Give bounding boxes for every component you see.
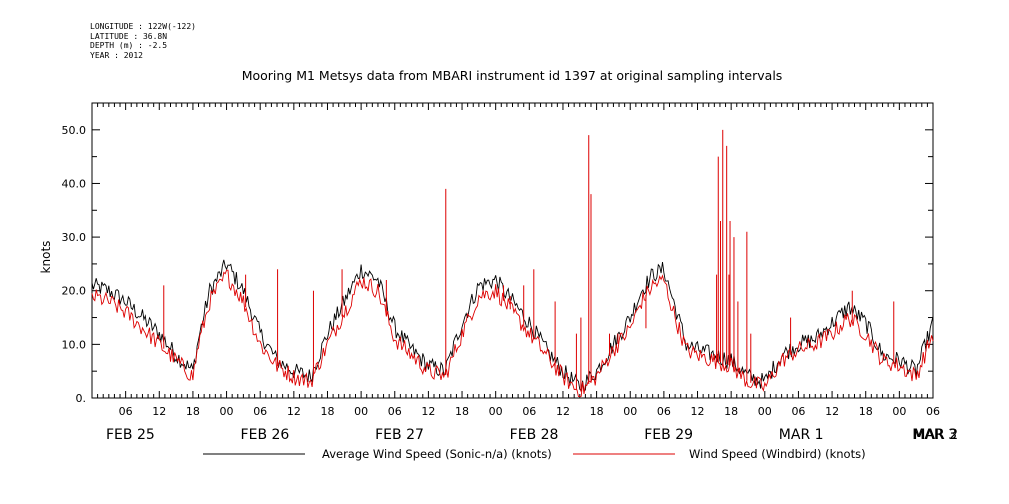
x-tick-label: 06 — [388, 405, 402, 418]
y-tick-label: 50.0 — [62, 124, 87, 137]
plot-area: 0. 10.0 20.0 30.0 40.0 50.0 06 12 18 00 06 12 18 00 06… — [62, 102, 958, 443]
x-day-label: FEB 29 — [644, 427, 693, 443]
series-line-windbird — [91, 269, 934, 397]
meta-depth: DEPTH (m) : -2.5 — [90, 41, 168, 50]
x-tick-label: 06 — [791, 405, 805, 418]
legend-label-average: Average Wind Speed (Sonic-n/a) (knots) — [322, 447, 552, 461]
x-tick-label: 12 — [556, 405, 570, 418]
y-tick-label: 30.0 — [62, 231, 87, 244]
x-day-label: FEB 26 — [241, 427, 290, 443]
x-tick-label: 06 — [253, 405, 267, 418]
y-tick-label: 0. — [76, 392, 87, 405]
x-day-label: FEB 25 — [106, 427, 155, 443]
x-tick-label: 06 — [522, 405, 536, 418]
x-tick-label: 06 — [119, 405, 133, 418]
x-tick-label: 18 — [859, 405, 873, 418]
y-tick-label: 40.0 — [62, 177, 87, 190]
y-axis-label: knots — [39, 241, 53, 274]
series-line-average — [91, 259, 934, 392]
x-tick-label: 12 — [421, 405, 435, 418]
x-day-label: MAR 3 — [912, 427, 957, 443]
x-day-label: FEB 27 — [375, 427, 424, 443]
x-tick-label: 18 — [590, 405, 604, 418]
x-tick-label: 00 — [489, 405, 503, 418]
x-tick-label: 00 — [758, 405, 772, 418]
y-tick-label: 20.0 — [62, 285, 87, 298]
x-tick-label: 12 — [691, 405, 705, 418]
x-tick-label: 00 — [354, 405, 368, 418]
x-tick-label: 18 — [320, 405, 334, 418]
x-day-label: FEB 28 — [510, 427, 559, 443]
x-tick-label: 00 — [220, 405, 234, 418]
meta-year: YEAR : 2012 — [90, 50, 143, 60]
legend: Average Wind Speed (Sonic-n/a) (knots) W… — [203, 447, 866, 461]
x-day-label: MAR 1 — [779, 427, 824, 443]
x-tick-label: 18 — [455, 405, 469, 418]
x-tick-label: 18 — [186, 405, 200, 418]
x-tick-label: 12 — [825, 405, 839, 418]
plot-frame — [91, 102, 934, 399]
x-day-label: MAR 2 — [913, 427, 958, 443]
chart-title: Mooring M1 Metsys data from MBARI instru… — [242, 68, 783, 83]
y-tick-label: 10.0 — [62, 338, 87, 351]
x-tick-label: 00 — [892, 405, 906, 418]
x-tick-label: 06 — [926, 405, 940, 418]
metadata-block: LONGITUDE : 122W(-122) LATITUDE : 36.8N … — [90, 22, 196, 60]
meta-latitude: LATITUDE : 36.8N — [90, 31, 168, 41]
x-tick-label: 12 — [287, 405, 301, 418]
x-tick-label: 12 — [152, 405, 166, 418]
x-tick-label: 18 — [724, 405, 738, 418]
x-tick-label: 06 — [657, 405, 671, 418]
legend-label-windbird: Wind Speed (Windbird) (knots) — [689, 447, 866, 461]
x-tick-label: 00 — [623, 405, 637, 418]
meta-longitude: LONGITUDE : 122W(-122) — [90, 22, 196, 31]
